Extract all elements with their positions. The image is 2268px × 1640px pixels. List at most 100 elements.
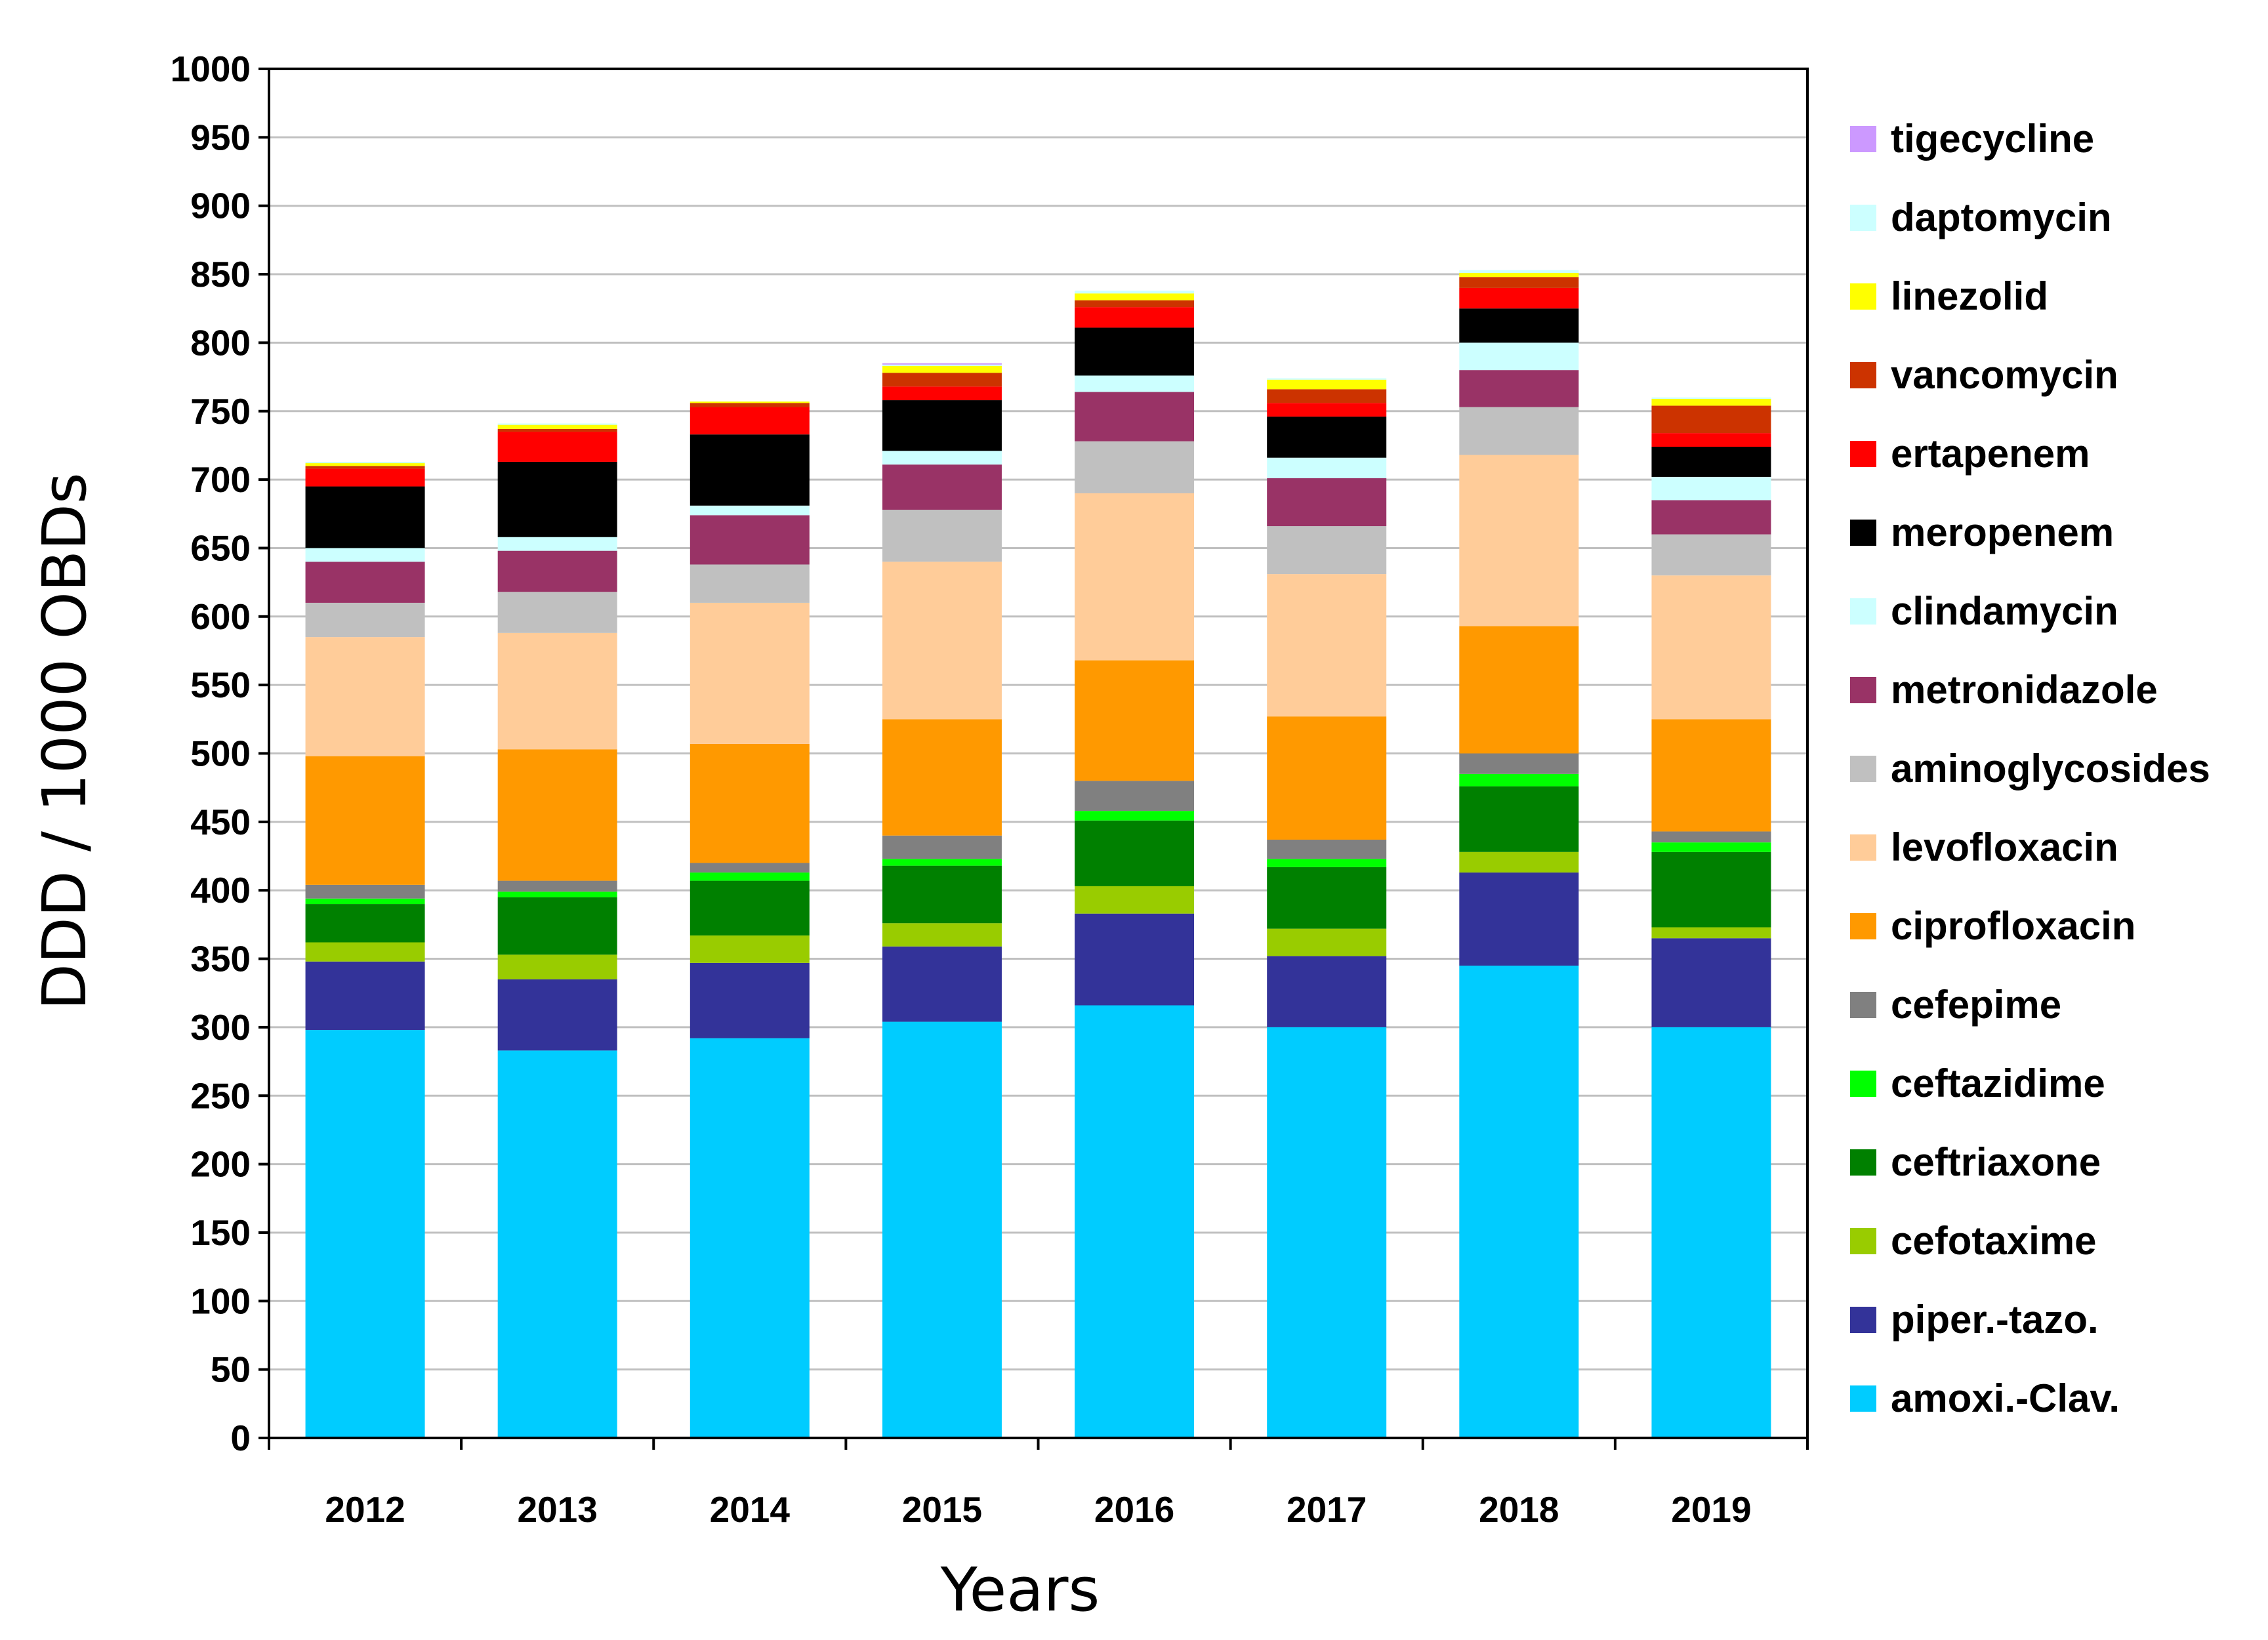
y-tick-label: 750 [190, 391, 251, 432]
legend-label: daptomycin [1891, 195, 2112, 239]
bar-segment-ceftazidime-2019 [1651, 842, 1771, 852]
bar-segment-metronidazole-2015 [882, 464, 1002, 510]
bar-segment-levofloxacin-2014 [690, 602, 810, 744]
bar-segment-piper-tazo--2017 [1267, 956, 1387, 1027]
bar-segment-levofloxacin-2017 [1267, 574, 1387, 717]
bar-segment-cefepime-2015 [882, 835, 1002, 859]
bar-segment-ceftazidime-2016 [1075, 811, 1195, 821]
bar-segment-meropenem-2015 [882, 400, 1002, 451]
bar-segment-piper-tazo--2013 [497, 979, 617, 1051]
legend-entry-daptomycin: daptomycin [1850, 195, 2112, 239]
legend-entry-piper-tazo-: piper.-tazo. [1850, 1298, 2099, 1342]
legend-swatch [1850, 598, 1876, 625]
bar-segment-aminoglycosides-2017 [1267, 526, 1387, 575]
bar-segment-ciprofloxacin-2019 [1651, 719, 1771, 832]
bar-segment-ceftriaxone-2016 [1075, 820, 1195, 886]
legend-swatch [1850, 362, 1876, 388]
legend-entry-aminoglycosides: aminoglycosides [1850, 747, 2210, 790]
bar-segment-clindamycin-2018 [1459, 342, 1579, 371]
bar-segment-piper-tazo--2012 [305, 961, 425, 1031]
bar-segment-vancomycin-2017 [1267, 389, 1387, 403]
legend-swatch [1850, 834, 1876, 861]
bar-segment-cefepime-2018 [1459, 753, 1579, 774]
bar-segment-clindamycin-2016 [1075, 375, 1195, 392]
bar-segment-cefepime-2017 [1267, 839, 1387, 859]
bar-segment-cefotaxime-2017 [1267, 928, 1387, 956]
bar-stack-2017 [1267, 378, 1387, 1438]
bar-segment-ertapenem-2015 [882, 386, 1002, 401]
legend-label: ciprofloxacin [1891, 904, 2135, 948]
x-tick-label: 2015 [902, 1489, 982, 1530]
bar-segment-piper-tazo--2018 [1459, 872, 1579, 966]
bar-segment-meropenem-2019 [1651, 447, 1771, 477]
bar-segment-amoxi-clav--2018 [1459, 965, 1579, 1438]
bar-segment-meropenem-2013 [497, 461, 617, 537]
legend-entry-cefepime: cefepime [1850, 983, 2061, 1027]
legend-entry-ceftazidime: ceftazidime [1850, 1061, 2105, 1105]
bar-segment-ceftazidime-2014 [690, 872, 810, 881]
y-tick-label: 200 [190, 1144, 251, 1185]
bar-segment-metronidazole-2016 [1075, 392, 1195, 441]
y-tick-label: 500 [190, 733, 251, 774]
bar-segment-ceftazidime-2013 [497, 892, 617, 897]
bar-segment-ciprofloxacin-2015 [882, 719, 1002, 836]
legend-entry-tigecycline: tigecycline [1850, 117, 2094, 161]
bar-segment-daptomycin-2016 [1075, 291, 1195, 294]
bar-segment-daptomycin-2018 [1459, 270, 1579, 273]
bar-segment-ertapenem-2013 [497, 432, 617, 462]
bar-segment-metronidazole-2013 [497, 550, 617, 592]
legend-swatch [1850, 1149, 1876, 1176]
x-axis-title: Years [940, 1555, 1100, 1625]
y-tick-label: 50 [211, 1349, 251, 1390]
bar-segment-cefotaxime-2018 [1459, 851, 1579, 873]
bar-segment-ciprofloxacin-2018 [1459, 626, 1579, 754]
bar-segment-ceftriaxone-2013 [497, 897, 617, 955]
legend-swatch [1850, 1385, 1876, 1412]
legend-entry-ertapenem: ertapenem [1850, 432, 2090, 476]
y-tick-label: 450 [190, 802, 251, 842]
bar-segment-clindamycin-2019 [1651, 476, 1771, 501]
y-tick-label: 900 [190, 186, 251, 226]
legend-label: aminoglycosides [1891, 747, 2210, 790]
legend-entry-clindamycin: clindamycin [1850, 589, 2118, 633]
bar-segment-levofloxacin-2016 [1075, 493, 1195, 661]
bar-segment-cefepime-2016 [1075, 781, 1195, 811]
bar-segment-ceftazidime-2015 [882, 859, 1002, 866]
bar-segment-metronidazole-2019 [1651, 500, 1771, 535]
bar-segment-levofloxacin-2018 [1459, 455, 1579, 626]
legend-swatch [1850, 126, 1876, 152]
legend-swatch [1850, 1228, 1876, 1254]
legend-entry-ceftriaxone: ceftriaxone [1850, 1140, 2101, 1184]
legend-label: amoxi.-Clav. [1891, 1376, 2120, 1420]
bar-segment-ertapenem-2014 [690, 407, 810, 435]
legend-label: tigecycline [1891, 117, 2094, 161]
bar-segment-cefotaxime-2012 [305, 942, 425, 962]
bar-segment-ciprofloxacin-2014 [690, 743, 810, 863]
y-tick-label: 600 [190, 596, 251, 637]
bar-segment-meropenem-2018 [1459, 308, 1579, 343]
bar-segment-daptomycin-2013 [497, 423, 617, 425]
bar-segment-ciprofloxacin-2016 [1075, 660, 1195, 781]
y-tick-label: 650 [190, 527, 251, 568]
bar-segment-ciprofloxacin-2013 [497, 749, 617, 881]
y-tick-label: 300 [190, 1007, 251, 1048]
bar-stack-2012 [305, 461, 425, 1438]
y-tick-labels: 0 50 100 150 200 250 300 350 400 450 500 550 600 650 7… [171, 49, 251, 1458]
bar-segment-clindamycin-2014 [690, 505, 810, 516]
x-tick-label: 2016 [1094, 1489, 1174, 1530]
bar-segment-daptomycin-2012 [305, 461, 425, 464]
legend-entry-levofloxacin: levofloxacin [1850, 825, 2118, 869]
bar-segment-cefepime-2013 [497, 880, 617, 892]
bar-segment-linezolid-2012 [305, 463, 425, 466]
bar-segment-metronidazole-2018 [1459, 370, 1579, 407]
bar-segment-amoxi-clav--2013 [497, 1050, 617, 1438]
bar-segment-amoxi-clav--2017 [1267, 1027, 1387, 1438]
bar-segment-ertapenem-2016 [1075, 307, 1195, 328]
legend-entry-cefotaxime: cefotaxime [1850, 1219, 2096, 1263]
bar-segment-aminoglycosides-2012 [305, 602, 425, 638]
bar-segment-ceftriaxone-2017 [1267, 867, 1387, 929]
bar-segment-ceftazidime-2017 [1267, 859, 1387, 867]
bars [305, 270, 1771, 1438]
legend-entry-metronidazole: metronidazole [1850, 668, 2158, 712]
axes [258, 68, 1809, 1450]
